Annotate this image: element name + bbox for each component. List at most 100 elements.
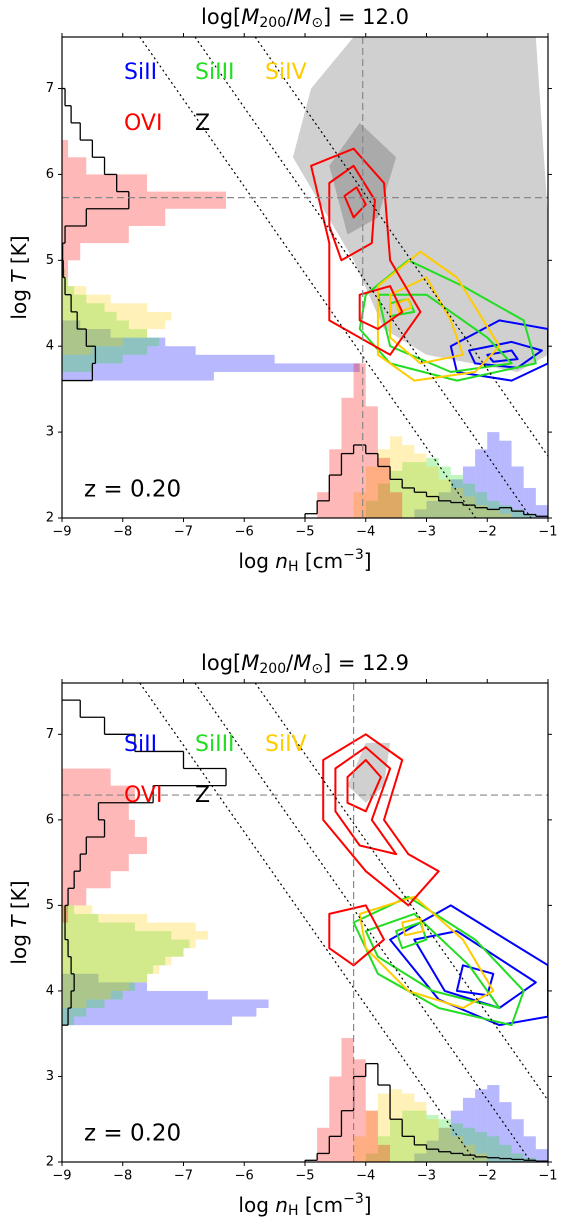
label-part: log — [238, 549, 275, 573]
hist-n-bar — [365, 406, 378, 518]
hist-T-bar — [62, 990, 208, 1000]
hist-T-bar — [62, 999, 105, 1009]
hist-n-bar — [341, 397, 354, 518]
hist-n-bar — [462, 496, 476, 518]
label-part: log — [7, 928, 31, 965]
label-part: [K] — [7, 235, 31, 270]
hist-n-bar — [317, 492, 330, 518]
label-part: T — [7, 914, 31, 928]
hist-T-bar — [62, 905, 75, 914]
hist-n-bar — [329, 449, 342, 518]
label-part: ] — [364, 549, 372, 573]
hist-T-bar — [62, 286, 87, 295]
hist-T-bar — [62, 922, 135, 932]
label-part: [cm — [298, 549, 343, 573]
legend-entry: SiII — [124, 60, 157, 85]
hist-T-bar — [62, 140, 69, 158]
contour — [468, 340, 543, 369]
legend-entry: Z — [195, 783, 210, 808]
x-axis-label: log nH [cm−3] — [238, 547, 371, 575]
hist-n-bar — [511, 466, 524, 518]
contour — [334, 746, 398, 856]
hist-T-bar — [62, 329, 148, 338]
hist-n-bar — [535, 505, 548, 518]
hist-T-bar — [62, 354, 275, 364]
legend-entry: Z — [195, 111, 210, 136]
hist-T-bar — [62, 922, 196, 932]
hist-n-bar — [390, 1119, 403, 1162]
y-tick-label: 7 — [46, 81, 54, 96]
hist-n-bar — [499, 1144, 512, 1162]
hist-T-bar — [62, 311, 172, 321]
label-part: / — [286, 5, 294, 29]
hist-T-bar — [62, 191, 227, 209]
hist-n-bar — [414, 1153, 427, 1162]
hist-n-bar — [402, 1093, 415, 1162]
hist-T-bar — [62, 905, 93, 914]
hist-n-bar — [353, 1136, 366, 1162]
hist-T-bar — [62, 999, 87, 1009]
hist-T-bar — [62, 320, 81, 330]
hist-n-bar — [426, 1119, 439, 1162]
hist-n-bar — [414, 1110, 427, 1162]
hist-n-bar — [462, 1097, 476, 1162]
label-part: log — [238, 1193, 275, 1217]
label-part: n — [275, 549, 288, 573]
hist-T-bar — [62, 294, 87, 304]
hist-T-bar — [62, 208, 166, 226]
chart-title: log[M200/M⊙] = 12.0 — [201, 5, 409, 31]
hist-T-bar — [62, 311, 117, 321]
hist-T-bar — [62, 956, 166, 966]
hist-T-bar — [62, 346, 148, 355]
contour — [376, 293, 513, 373]
hist-T-bar — [62, 1008, 257, 1017]
label-part: ] — [364, 1193, 372, 1217]
legend-entry: OVI — [124, 111, 162, 136]
hist-T-bar — [62, 363, 93, 372]
x-tick-label: −9 — [52, 525, 71, 540]
hist-T-bar — [62, 260, 69, 278]
hist-T-bar — [62, 999, 269, 1009]
x-axis-label: log nH [cm−3] — [238, 1191, 371, 1219]
hist-n-bar — [462, 1127, 476, 1162]
hist-n-bar — [414, 453, 427, 518]
hist-n-bar — [450, 479, 463, 518]
y-axis-label: log T [K] — [7, 235, 31, 319]
label-part: ] = 12.9 — [323, 651, 409, 675]
y-tick-label: 5 — [46, 898, 54, 913]
hist-n-bar — [462, 483, 476, 518]
contour — [376, 250, 501, 382]
y-axis-label: log T [K] — [7, 880, 31, 964]
contour — [328, 904, 385, 967]
hist-T-bar — [62, 990, 111, 1000]
hist-n-bar — [414, 462, 427, 518]
y-tick-label: 3 — [46, 1069, 54, 1084]
hist-n-bar — [390, 470, 403, 518]
hist-n-bar — [414, 509, 427, 518]
hist-T-bar — [62, 931, 208, 940]
label-part: log[ — [201, 5, 241, 29]
hist-n-bar — [390, 436, 403, 518]
x-tick-label: −1 — [538, 525, 557, 540]
hist-n-bar — [377, 1136, 391, 1162]
plot-area — [62, 37, 548, 518]
hist-n-bar — [450, 1123, 463, 1162]
hist-n-bar — [438, 1127, 451, 1162]
label-part: ] = 12.0 — [323, 5, 409, 29]
hist-T-bar — [62, 913, 99, 923]
label-part: T — [7, 269, 31, 283]
y-tick-label: 3 — [46, 425, 54, 440]
hist-n-bar — [475, 1132, 488, 1162]
label-part: M — [241, 5, 259, 29]
hist-n-bar — [475, 492, 488, 518]
hist-T-bar — [62, 337, 123, 347]
hist-n-bar — [499, 1102, 512, 1162]
y-tick-label: 4 — [46, 983, 54, 998]
contour — [328, 164, 376, 262]
hist-T-bar — [62, 354, 123, 364]
y-tick-label: 7 — [46, 727, 54, 742]
hist-T-bar — [62, 965, 154, 974]
x-tick-label: −6 — [235, 1169, 254, 1184]
